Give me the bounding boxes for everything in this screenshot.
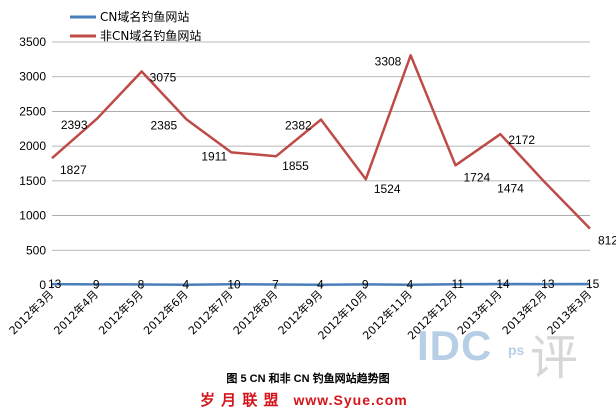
x-tick-label: 2012年4月 — [51, 287, 101, 337]
data-label: 13 — [48, 277, 62, 291]
data-label: 7 — [272, 278, 279, 292]
y-axis-ticks: 0 500 1000 1500 2000 2500 3000 3500 — [19, 35, 46, 292]
data-label: 11 — [452, 277, 465, 291]
data-label: 15 — [586, 277, 600, 291]
x-axis-ticks: 2012年3月2012年4月2012年5月2012年6月2012年7月2012年… — [6, 285, 594, 342]
watermark-logo-sub: ps — [508, 342, 525, 358]
x-tick-label: 2012年8月 — [230, 287, 280, 337]
data-label: 3075 — [150, 71, 177, 85]
y-tick-label: 500 — [26, 243, 46, 257]
data-label: 1827 — [60, 163, 87, 177]
data-label: 2172 — [508, 133, 535, 147]
x-tick-label: 2012年6月 — [140, 287, 190, 337]
figure-caption: 图 5 CN 和非 CN 钓鱼网站趋势图 — [226, 373, 390, 385]
watermark-char: 评 — [530, 332, 579, 385]
data-label: 9 — [93, 277, 100, 291]
data-label: 13 — [541, 277, 555, 291]
data-label: 4 — [183, 278, 190, 292]
y-tick-label: 1000 — [19, 209, 46, 223]
x-tick-label: 2012年7月 — [185, 287, 235, 337]
data-label: 3308 — [375, 54, 402, 68]
data-label: 10 — [227, 277, 241, 291]
x-tick-label: 2012年3月 — [6, 287, 56, 337]
watermark-logo: IDC — [417, 322, 493, 369]
data-label: 14 — [496, 277, 510, 291]
legend-label: CN域名钓鱼网站 — [100, 9, 189, 24]
legend-label: 非CN域名钓鱼网站 — [100, 28, 201, 43]
footer-brand: 岁 月 联 盟 — [200, 392, 280, 409]
data-label: 1474 — [497, 182, 524, 196]
data-label: 1724 — [464, 170, 491, 184]
series-lines — [51, 54, 591, 286]
data-label: 2385 — [151, 118, 178, 132]
y-tick-label: 0 — [39, 278, 46, 292]
y-tick-label: 3500 — [19, 35, 46, 49]
data-label: 812 — [598, 234, 616, 248]
data-label: 9 — [362, 277, 369, 291]
data-label: 1524 — [374, 182, 401, 196]
data-label: 4 — [317, 278, 324, 292]
data-label: 4 — [407, 278, 414, 292]
y-tick-label: 2500 — [19, 104, 46, 118]
data-label: 8 — [138, 277, 145, 291]
data-label: 1911 — [201, 149, 227, 163]
y-tick-label: 2000 — [19, 139, 46, 153]
data-label: 1855 — [282, 159, 309, 173]
x-tick-label: 2012年5月 — [96, 287, 146, 337]
data-label: 2382 — [285, 119, 312, 133]
footer-watermark: 岁 月 联 盟 www.Syue.com — [200, 389, 408, 410]
data-label: 2393 — [61, 118, 88, 132]
gridlines — [52, 41, 590, 286]
data-labels: 13 9 8 4 10 7 4 9 4 11 14 13 15 1827 2393 3075 2385 1911 1… — [48, 54, 616, 291]
y-tick-label: 1500 — [19, 174, 46, 188]
y-tick-label: 3000 — [19, 70, 46, 84]
series-line-1 — [51, 54, 591, 230]
series-line-0 — [51, 282, 591, 286]
footer-url: www.Syue.com — [293, 392, 408, 408]
